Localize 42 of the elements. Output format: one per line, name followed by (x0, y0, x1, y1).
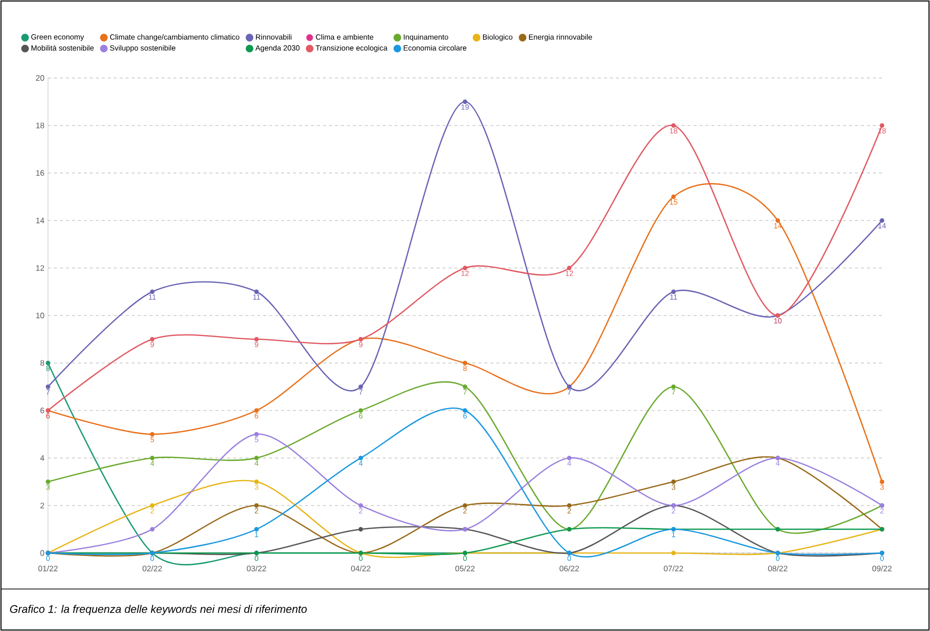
point (254, 289, 259, 294)
point (150, 503, 155, 508)
point (462, 503, 468, 508)
text: Grafico 1: la frequenza delle keywords nei mesi di riferimento (10, 604, 307, 616)
point (254, 503, 259, 508)
point (358, 456, 364, 460)
point (776, 218, 780, 223)
point (254, 336, 259, 342)
point (462, 266, 468, 270)
point (150, 526, 155, 532)
point (46, 360, 50, 366)
point (254, 479, 259, 484)
point (671, 550, 676, 556)
point (358, 384, 364, 389)
point (150, 289, 155, 294)
point (880, 218, 884, 223)
point (150, 432, 155, 436)
point (254, 526, 259, 532)
point (671, 384, 676, 389)
point (567, 503, 572, 508)
point (254, 432, 259, 436)
point (150, 456, 155, 460)
point (462, 408, 468, 413)
point (462, 99, 468, 104)
point (462, 360, 468, 366)
point (671, 479, 676, 484)
point (358, 526, 364, 532)
point (880, 479, 884, 484)
point (254, 408, 259, 413)
point (567, 266, 572, 270)
point (567, 456, 572, 460)
point (671, 194, 676, 199)
point (671, 289, 676, 294)
point (46, 384, 50, 389)
point (358, 408, 364, 413)
point (358, 503, 364, 508)
point (150, 336, 155, 342)
point (671, 123, 676, 128)
point (46, 479, 50, 484)
point (254, 456, 259, 460)
point (462, 384, 468, 389)
point (880, 123, 884, 128)
